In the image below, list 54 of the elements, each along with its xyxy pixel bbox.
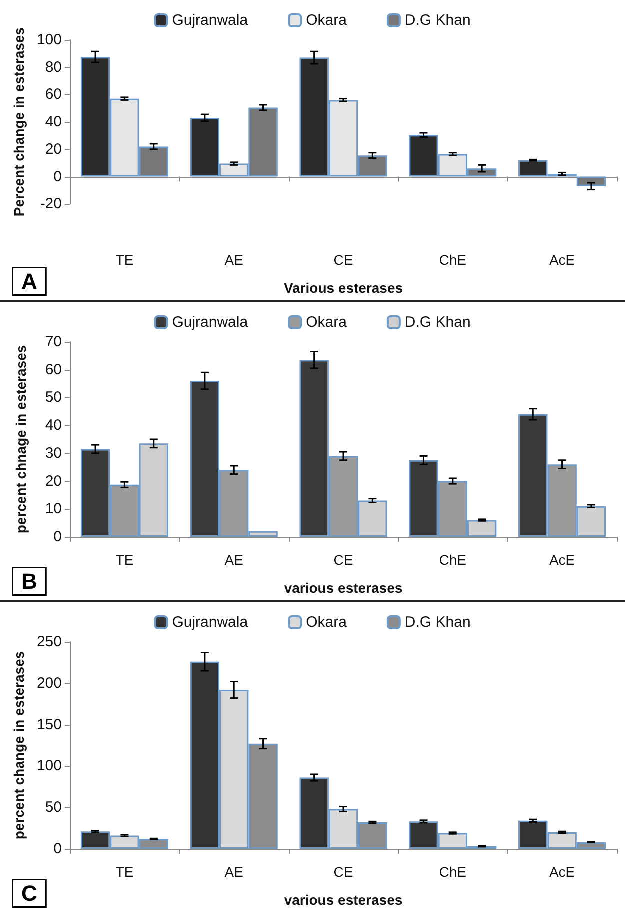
x-axis-title: Various esterases — [284, 280, 404, 296]
y-axis-title: Percent change in esterases — [11, 27, 28, 217]
legend-label: Gujranwala — [172, 614, 249, 631]
y-tick-label: 10 — [45, 500, 62, 518]
y-tick-label: 50 — [45, 389, 62, 406]
x-tick-label: ChE — [439, 552, 467, 568]
y-tick-label: 150 — [36, 716, 62, 734]
y-tick-label: 0 — [54, 528, 62, 546]
y-tick-label: -20 — [40, 196, 62, 213]
y-tick-label: 60 — [45, 86, 62, 104]
x-tick-label: ChE — [439, 252, 467, 268]
x-tick-label: CE — [334, 552, 354, 568]
y-tick-label: 20 — [45, 472, 62, 490]
y-tick-label: 70 — [45, 334, 62, 350]
y-tick-label: 40 — [45, 114, 62, 131]
y-tick-label: 0 — [54, 168, 62, 186]
legend-label: Gujranwala — [172, 12, 249, 29]
x-tick-label: ChE — [439, 864, 467, 880]
x-tick-label: TE — [116, 864, 134, 880]
x-tick-label: AcE — [549, 252, 576, 268]
x-tick-label: AE — [224, 864, 244, 880]
y-tick-label: 60 — [45, 361, 62, 378]
y-tick-label: 100 — [36, 32, 62, 48]
y-tick-label: 200 — [36, 674, 62, 692]
legend-label: D.G Khan — [404, 314, 471, 331]
legend-label: D.G Khan — [404, 12, 471, 29]
x-tick-label: AE — [224, 252, 244, 268]
y-tick-label: 20 — [45, 140, 62, 158]
text: B — [22, 569, 38, 594]
x-tick-label: AcE — [549, 552, 576, 568]
x-tick-label: CE — [334, 252, 354, 268]
y-tick-label: 250 — [36, 634, 62, 650]
legend-label: Gujranwala — [172, 314, 249, 331]
y-tick-label: 80 — [45, 58, 62, 76]
legend-label: Okara — [306, 614, 348, 631]
legend-label: D.G Khan — [404, 614, 471, 631]
x-axis-title: various esterases — [284, 892, 403, 908]
y-tick-label: 30 — [45, 444, 62, 462]
text: C — [22, 881, 38, 906]
x-tick-label: AcE — [549, 864, 576, 880]
x-tick-label: CE — [334, 864, 354, 880]
y-axis-title: percent change in esterases — [11, 651, 28, 840]
legend-label: Okara — [306, 12, 348, 29]
legend-label: Okara — [306, 314, 348, 331]
y-tick-label: 40 — [45, 417, 62, 434]
x-tick-label: TE — [116, 552, 134, 568]
x-tick-label: TE — [116, 252, 134, 268]
text: A — [22, 269, 38, 294]
x-axis-title: various esterases — [284, 580, 403, 596]
y-tick-label: 50 — [45, 799, 62, 816]
y-tick-label: 100 — [36, 758, 62, 775]
x-tick-label: AE — [224, 552, 244, 568]
y-axis-title: percent chnage in esterases — [13, 345, 29, 534]
y-tick-label: 0 — [54, 840, 62, 858]
